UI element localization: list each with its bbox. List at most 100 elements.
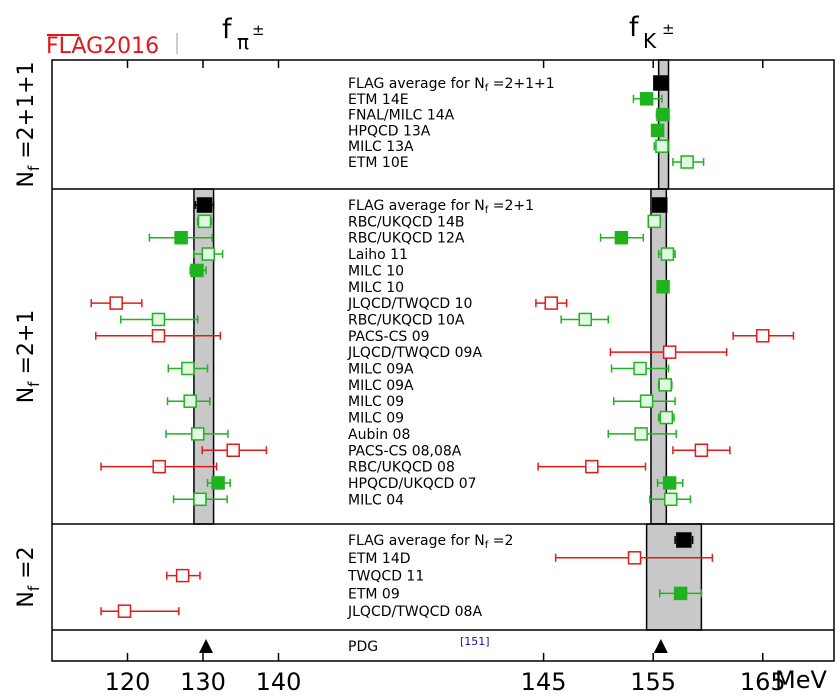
data-point-f-pi (190, 427, 205, 441)
entry-label: MILC 10 (348, 263, 404, 279)
data-point-f-pi (174, 230, 188, 245)
section-label-nf21: Nf =2+1 (14, 310, 43, 404)
data-point-f-k (653, 75, 669, 91)
entry-label: JLQCD/TWQCD 09A (347, 345, 482, 361)
data-point-f-k (647, 214, 662, 229)
x-tick-label-f-k: 155 (630, 668, 676, 696)
x-tick-label-f-pi: 120 (105, 668, 151, 696)
x-tick-label-f-pi: 130 (180, 668, 226, 696)
section-label-rest: =2+1 (14, 310, 39, 382)
entry-label: MILC 10 (348, 280, 404, 296)
data-point-f-k (634, 427, 648, 441)
entry-label: PDG (348, 639, 378, 655)
data-point-f-k (662, 476, 677, 490)
data-point-f-pi (183, 394, 197, 408)
entry-label: HPQCD 13A (348, 123, 431, 139)
title-f-k: f K ± (629, 12, 675, 53)
entry-label: MILC 09 (348, 394, 404, 410)
section-label-nf2111: Nf =2+1+1 (14, 61, 43, 187)
title-f-pi-sub: π (237, 30, 249, 54)
data-point-f-k (663, 492, 678, 507)
entry-label: ETM 14E (348, 92, 409, 108)
entry-label: TWQCD 11 (347, 569, 424, 585)
title-f-k-sub: K (643, 29, 657, 53)
data-point-f-k (676, 532, 692, 548)
data-point-f-k (659, 410, 674, 425)
x-tick-label-f-pi: 140 (256, 668, 302, 696)
data-point-f-k (756, 329, 770, 343)
entry-label: MILC 09A (348, 362, 414, 378)
entry-label: FLAG average for Nf =2+1 (348, 198, 534, 216)
section-label-main: N (14, 591, 39, 607)
plot-frame (51, 59, 835, 662)
data-point-f-pi (197, 214, 212, 229)
entry-label-main: FLAG average for N (348, 76, 485, 92)
pdg-marker-f-pi (199, 639, 214, 653)
data-point-f-k (680, 155, 694, 169)
entry-label-sub: f (485, 83, 489, 94)
title-f-k-main: f (629, 12, 640, 43)
section-label-sub: f (25, 585, 43, 591)
x-tick-label-f-k: 165 (740, 668, 786, 696)
section-label-main: N (14, 171, 39, 187)
entry-label-sub: f (485, 205, 489, 216)
entry-label: MILC 04 (348, 492, 404, 508)
chart-marks (90, 75, 795, 653)
data-point-f-k (633, 361, 647, 376)
entry-label-main: FLAG average for N (348, 533, 485, 549)
entry-label: HPQCD/UKQCD 07 (348, 476, 477, 492)
entry-label: ETM 09 (348, 586, 400, 602)
data-point-f-pi (196, 197, 213, 213)
section-label-sub: f (25, 381, 43, 387)
section-label-rest: =2+1+1 (14, 61, 39, 165)
entry-label: MILC 13A (348, 139, 414, 155)
data-point-f-pi (151, 312, 166, 327)
entry-label: RBC/UKQCD 14B (348, 214, 464, 230)
data-point-f-k (656, 107, 670, 122)
title-f-pi-main: f (222, 14, 233, 45)
entry-label-rest: =2 (488, 533, 513, 549)
section-label-main: N (14, 387, 39, 403)
data-point-f-pi (117, 604, 132, 618)
entry-label: Laiho 11 (348, 247, 408, 263)
entry-label: Aubin 08 (348, 427, 410, 443)
entry-label: PACS-CS 08,08A (348, 443, 462, 459)
data-point-f-k (639, 394, 654, 408)
entry-label: FLAG average for Nf =2+1+1 (348, 76, 555, 94)
entry-label: FLAG average for Nf =2 (348, 533, 513, 551)
entry-label-sub: f (485, 540, 489, 551)
unit-label: MeV (775, 666, 827, 694)
reference-link: [151] (460, 635, 490, 648)
entry-label: RBC/UKQCD 08 (348, 460, 455, 476)
x-tick-label-f-k: 145 (521, 668, 567, 696)
data-point-f-pi (226, 443, 240, 457)
data-point-f-k (658, 378, 672, 392)
data-point-f-k (585, 459, 599, 474)
data-point-f-pi (109, 296, 123, 310)
section-label-nf2: Nf =2 (14, 546, 43, 607)
data-point-f-k (578, 312, 592, 327)
data-point-f-pi (152, 459, 166, 474)
frame-border (51, 59, 835, 662)
section-label-sub: f (25, 165, 43, 171)
data-point-f-k (650, 123, 665, 138)
entry-label: ETM 14D (348, 551, 411, 567)
logo-text: FLAG2016 (46, 34, 159, 59)
entry-label: ETM 10E (348, 155, 409, 171)
data-point-f-pi (151, 329, 166, 343)
title-f-k-sup: ± (662, 20, 675, 38)
title-f-pi-sup: ± (252, 21, 265, 39)
section-label-rest: =2 (14, 546, 39, 585)
entry-label: FNAL/MILC 14A (348, 108, 455, 124)
data-point-f-k (652, 197, 668, 213)
entry-label: RBC/UKQCD 12A (348, 231, 465, 247)
data-point-f-pi (193, 492, 207, 507)
data-point-f-k (660, 247, 675, 261)
entry-label: MILC 09 (348, 411, 404, 427)
data-point-f-pi (181, 361, 195, 376)
data-point-f-pi (175, 568, 190, 583)
data-point-f-pi (211, 476, 225, 490)
data-point-f-k (614, 230, 629, 245)
